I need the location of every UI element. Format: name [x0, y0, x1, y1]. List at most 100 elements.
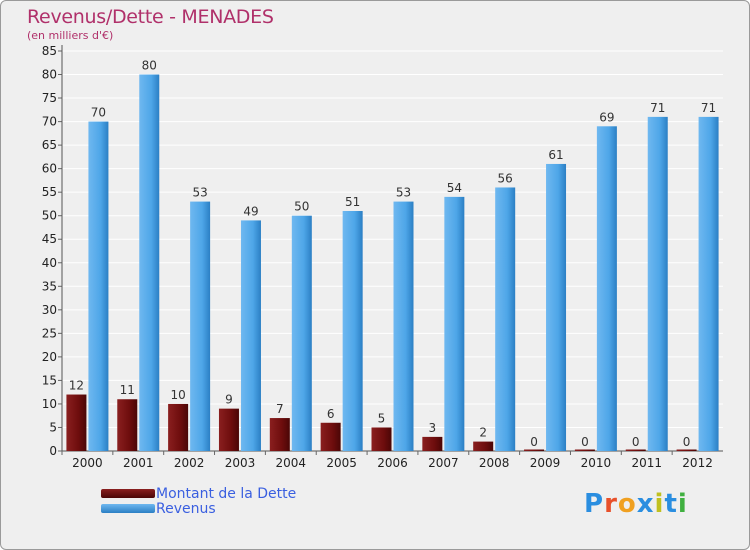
data-label: 11	[120, 383, 135, 397]
bar-dette	[320, 422, 341, 451]
bar-revenus	[240, 220, 261, 451]
data-label: 61	[548, 148, 563, 162]
x-tick-label: 2004	[276, 456, 307, 470]
y-tick-label: 70	[42, 115, 57, 129]
data-label: 3	[429, 421, 437, 435]
x-tick-label: 2006	[377, 456, 408, 470]
x-tick-label: 2009	[530, 456, 561, 470]
bar-revenus	[139, 74, 160, 451]
bar-dette	[676, 449, 697, 451]
x-tick-label: 2007	[428, 456, 459, 470]
logo-letter: x	[636, 489, 655, 519]
bar-revenus	[596, 126, 617, 451]
data-label: 9	[225, 393, 233, 407]
data-label: 53	[192, 186, 207, 200]
data-label: 50	[294, 200, 309, 214]
data-label: 5	[378, 411, 386, 425]
data-label: 53	[396, 186, 411, 200]
bar-dette	[218, 408, 239, 451]
logo-letter: o	[617, 489, 637, 519]
y-tick-label: 45	[42, 232, 57, 246]
x-tick-label: 2011	[631, 456, 662, 470]
logo-letter: i	[677, 489, 688, 519]
x-tick-label: 2001	[123, 456, 154, 470]
data-label: 0	[683, 435, 691, 449]
bar-revenus	[546, 163, 567, 452]
logo-letter: r	[604, 489, 618, 519]
plot-area	[62, 51, 723, 451]
data-label: 51	[345, 195, 360, 209]
data-label: 0	[632, 435, 640, 449]
y-tick-label: 30	[42, 303, 57, 317]
bar-revenus	[698, 116, 719, 451]
proxiti-logo: Proxiti	[584, 489, 688, 519]
bar-dette	[66, 394, 87, 451]
x-tick-label: 2000	[72, 456, 103, 470]
y-tick-label: 65	[42, 138, 57, 152]
bar-revenus	[393, 201, 414, 451]
bar-dette	[422, 436, 443, 451]
bar-dette	[117, 399, 138, 451]
logo-letter: P	[584, 489, 605, 519]
legend-swatch-revenus	[101, 504, 155, 513]
legend-swatch-dette	[101, 489, 155, 498]
data-label: 71	[650, 101, 665, 115]
x-tick-label: 2008	[479, 456, 510, 470]
y-tick-label: 40	[42, 256, 57, 270]
bar-revenus	[88, 121, 109, 452]
legend-label-dette: Montant de la Dette	[156, 486, 297, 502]
x-tick-label: 2010	[581, 456, 612, 470]
data-label: 7	[276, 402, 284, 416]
bar-dette	[269, 418, 290, 451]
bar-revenus	[190, 201, 211, 451]
y-tick-label: 85	[42, 44, 57, 58]
data-label: 54	[447, 181, 462, 195]
y-tick-label: 60	[42, 162, 57, 176]
bar-dette	[574, 449, 595, 451]
y-tick-label: 35	[42, 279, 57, 293]
bar-dette	[473, 441, 494, 451]
logo-letter: t	[664, 489, 678, 519]
data-label: 49	[243, 204, 258, 218]
data-label: 0	[530, 435, 538, 449]
x-tick-label: 2003	[225, 456, 256, 470]
x-tick-label: 2002	[174, 456, 205, 470]
x-tick-label: 2012	[682, 456, 713, 470]
data-label: 70	[91, 106, 106, 120]
bar-dette	[371, 427, 392, 451]
chart-subtitle: (en milliers d'€)	[27, 29, 114, 42]
data-label: 6	[327, 407, 335, 421]
bar-dette	[524, 449, 545, 451]
y-tick-label: 80	[42, 68, 57, 82]
bar-dette	[625, 449, 646, 451]
y-tick-label: 50	[42, 209, 57, 223]
bar-revenus	[444, 196, 465, 451]
bar-revenus	[291, 215, 312, 451]
bar-revenus	[495, 187, 516, 451]
data-label: 10	[170, 388, 185, 402]
y-tick-label: 5	[49, 420, 57, 434]
data-label: 56	[498, 171, 513, 185]
y-tick-label: 20	[42, 350, 57, 364]
y-tick-label: 10	[42, 397, 57, 411]
x-tick-label: 2005	[326, 456, 357, 470]
legend-label-revenus: Revenus	[156, 501, 216, 517]
y-tick-label: 55	[42, 185, 57, 199]
data-label: 71	[701, 101, 716, 115]
y-tick-label: 25	[42, 326, 57, 340]
bar-revenus	[342, 211, 363, 451]
logo-letter: i	[654, 489, 665, 519]
y-tick-label: 75	[42, 91, 57, 105]
bar-dette	[168, 403, 189, 451]
data-label: 12	[69, 379, 84, 393]
data-label: 2	[479, 426, 487, 440]
data-label: 69	[599, 110, 614, 124]
data-label: 0	[581, 435, 589, 449]
y-tick-label: 0	[49, 444, 57, 458]
data-label: 80	[142, 59, 157, 73]
chart-title: Revenus/Dette - MENADES	[27, 6, 274, 28]
bar-revenus	[647, 116, 668, 451]
y-tick-label: 15	[42, 373, 57, 387]
